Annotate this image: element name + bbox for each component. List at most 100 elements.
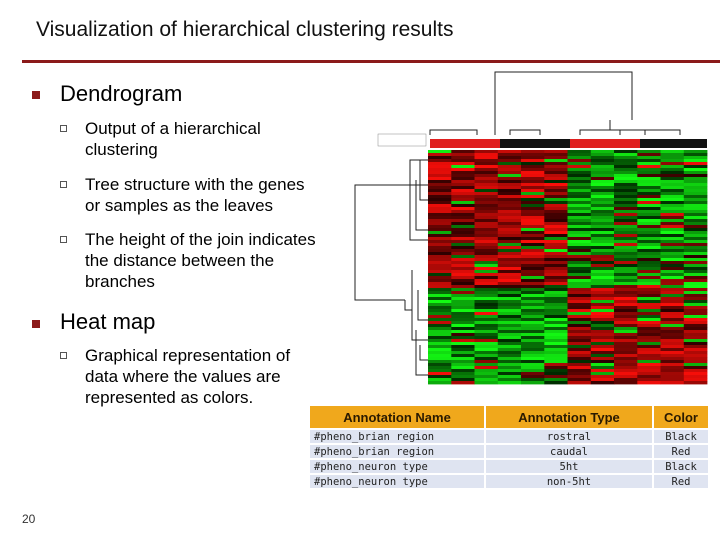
heatmap-cell — [497, 348, 522, 352]
heatmap-cell — [590, 315, 615, 319]
heatmap-cell — [428, 189, 452, 193]
heatmap-cell — [637, 219, 661, 223]
heatmap-cell — [521, 180, 545, 184]
heatmap-cell — [660, 189, 685, 193]
heatmap-cell — [567, 342, 592, 346]
heatmap-cell — [637, 348, 661, 352]
slide-title: Visualization of hierarchical clustering… — [36, 18, 454, 41]
heatmap-cell — [544, 315, 568, 319]
heatmap-cell — [474, 282, 499, 286]
heatmap-cell — [428, 258, 452, 262]
heatmap-cell — [451, 174, 475, 178]
heatmap-cell — [614, 297, 638, 301]
heatmap-cell — [614, 291, 638, 295]
heatmap-cell — [614, 192, 638, 196]
heatmap-cell — [474, 177, 499, 181]
heatmap-cell — [660, 333, 685, 337]
heatmap-cell — [567, 315, 592, 319]
heatmap-cell — [428, 240, 452, 244]
heatmap-cell — [637, 360, 661, 364]
heatmap-figure — [354, 71, 708, 385]
heatmap-cell — [428, 216, 452, 220]
heatmap-cell — [614, 357, 638, 361]
heatmap-cell — [451, 351, 475, 355]
heatmap-cell — [637, 273, 661, 277]
heatmap-cell — [474, 351, 499, 355]
heatmap-cell — [660, 366, 685, 370]
heatmap-cell — [590, 267, 615, 271]
heatmap-cell — [451, 228, 475, 232]
heatmap-cell — [451, 360, 475, 364]
heatmap-cell — [614, 381, 638, 385]
heatmap-cell — [614, 165, 638, 169]
heatmap-cell — [451, 216, 475, 220]
heatmap-cell — [660, 339, 685, 343]
heatmap-cell — [544, 291, 568, 295]
heatmap-cell — [637, 150, 661, 154]
heatmap-cell — [451, 204, 475, 208]
heatmap-cell — [428, 207, 452, 211]
heatmap-cell — [660, 342, 685, 346]
heatmap-cell — [683, 288, 708, 292]
heatmap-cell — [544, 285, 568, 289]
heatmap-cell — [474, 333, 499, 337]
heatmap-cell — [567, 261, 592, 265]
heatmap-cell — [497, 159, 522, 163]
heatmap-cell — [497, 372, 522, 376]
heatmap-cell — [428, 222, 452, 226]
heatmap-cell — [614, 324, 638, 328]
heatmap-cell — [497, 171, 522, 175]
heatmap-cell — [637, 213, 661, 217]
heatmap-cell — [637, 189, 661, 193]
heatmap-cell — [497, 156, 522, 160]
heatmap-cell — [590, 174, 615, 178]
heatmap-cell — [567, 375, 592, 379]
heatmap-cell — [590, 225, 615, 229]
heatmap-cell — [660, 222, 685, 226]
heatmap-cell — [428, 291, 452, 295]
heatmap-cell — [660, 264, 685, 268]
heatmap-cell — [683, 171, 708, 175]
heatmap-cell — [497, 237, 522, 241]
table-cell: non-5ht — [486, 475, 652, 488]
heatmap-cell — [428, 213, 452, 217]
heatmap-cell — [660, 279, 685, 283]
heatmap-cell — [474, 369, 499, 373]
dendrogram-branch — [415, 330, 428, 376]
heatmap-cell — [521, 240, 545, 244]
dendrogram-branch — [609, 120, 659, 131]
heatmap-cell — [428, 255, 452, 259]
heatmap-cell — [474, 327, 499, 331]
heatmap-cell — [683, 303, 708, 307]
heatmap-cell — [497, 279, 522, 283]
heatmap-cell — [428, 318, 452, 322]
heatmap-cell — [660, 240, 685, 244]
heatmap-cell — [683, 168, 708, 172]
heatmap-cell — [428, 150, 452, 154]
heatmap-cell — [637, 156, 661, 160]
heatmap-cell — [614, 258, 638, 262]
heatmap-cell — [683, 198, 708, 202]
heatmap-cell — [544, 201, 568, 205]
heatmap-cell — [637, 225, 661, 229]
heatmap-cell — [497, 300, 522, 304]
heatmap-cell — [544, 354, 568, 358]
heatmap-cell — [660, 219, 685, 223]
heatmap-cell — [637, 228, 661, 232]
heatmap-cell — [637, 243, 661, 247]
heatmap-cell — [660, 372, 685, 376]
heatmap-cell — [660, 309, 685, 313]
heatmap-cell — [544, 381, 568, 385]
heatmap-cell — [660, 234, 685, 238]
heatmap-cell — [451, 321, 475, 325]
heatmap-cell — [637, 291, 661, 295]
heatmap-cell — [590, 360, 615, 364]
heatmap-cell — [544, 231, 568, 235]
heatmap-cell — [497, 210, 522, 214]
heatmap-cell — [567, 228, 592, 232]
heatmap-cell — [544, 279, 568, 283]
heatmap-cell — [497, 252, 522, 256]
heatmap-cell — [590, 378, 615, 382]
heatmap-cell — [428, 180, 452, 184]
heatmap-cell — [660, 153, 685, 157]
